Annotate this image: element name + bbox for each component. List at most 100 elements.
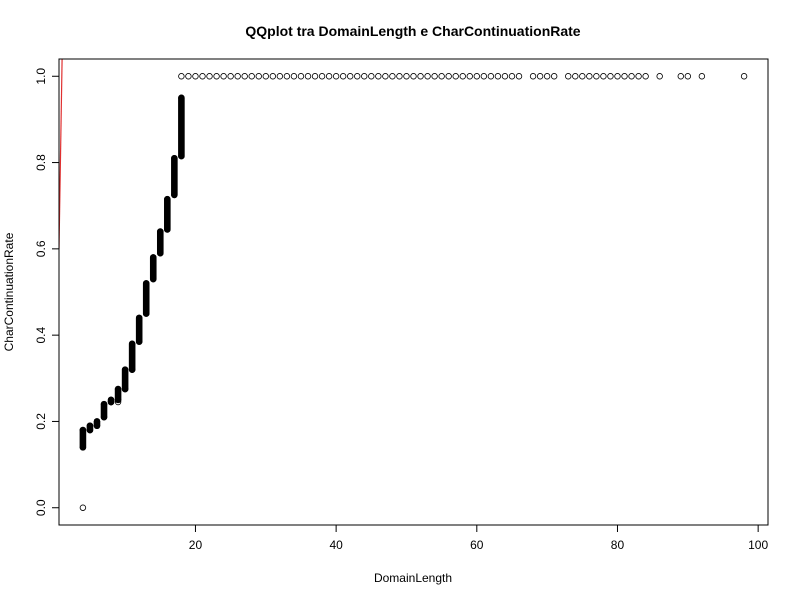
data-point (628, 73, 635, 80)
data-point (297, 73, 305, 80)
data-point (150, 254, 157, 261)
data-point (466, 73, 473, 80)
data-point (431, 73, 438, 80)
data-point (283, 73, 291, 80)
data-point (107, 396, 115, 404)
data-point (635, 73, 642, 80)
data-point (79, 426, 87, 434)
y-tick-label: 0.6 (34, 240, 48, 257)
data-point (86, 422, 94, 429)
data-point (572, 73, 579, 80)
data-point (424, 73, 431, 80)
data-point (79, 444, 87, 451)
data-point (241, 73, 248, 80)
point-stack (128, 340, 136, 373)
data-point (107, 398, 115, 406)
data-point (100, 413, 108, 421)
data-point (255, 73, 262, 80)
data-point (459, 73, 466, 80)
data-point (536, 73, 544, 80)
data-point (150, 275, 157, 283)
data-point (740, 73, 748, 80)
data-point (325, 73, 333, 80)
data-point (171, 155, 178, 162)
data-point (494, 73, 502, 80)
data-point (199, 73, 206, 80)
data-point (164, 226, 171, 233)
data-point (114, 385, 122, 393)
data-point (656, 73, 663, 80)
point-stack (114, 385, 122, 404)
data-point (157, 249, 164, 257)
point-stack (100, 400, 108, 421)
point-stack (164, 195, 171, 233)
data-point (213, 73, 220, 80)
x-tick-label: 20 (189, 538, 203, 552)
data-point (508, 73, 516, 80)
data-point (143, 310, 150, 317)
data-point (529, 73, 537, 80)
data-point (698, 73, 706, 80)
data-point (361, 73, 368, 80)
data-point (121, 385, 129, 393)
data-point (178, 152, 185, 160)
data-point (100, 400, 108, 408)
data-point (445, 73, 452, 80)
data-point (128, 366, 136, 373)
data-point (135, 314, 143, 322)
point-stack (156, 228, 164, 257)
data-point (185, 73, 192, 80)
data-point (543, 73, 551, 80)
data-point (86, 426, 94, 434)
y-tick-label: 0.0 (34, 499, 48, 516)
data-point (607, 73, 614, 80)
data-point (311, 73, 319, 80)
data-point (114, 396, 122, 404)
data-point (234, 73, 241, 80)
x-tick-label: 80 (611, 538, 625, 552)
point-stack (86, 422, 94, 434)
x-axis-label: DomainLength (374, 571, 452, 585)
points-layer (79, 73, 748, 511)
data-point (269, 73, 277, 80)
data-point (579, 73, 586, 80)
y-tick-label: 0.8 (34, 154, 48, 171)
data-point (178, 94, 185, 102)
data-point (318, 73, 326, 80)
x-axis: 20 40 60 80 100 (189, 524, 768, 552)
point-stack (121, 366, 129, 393)
chart-title: QQplot tra DomainLength e CharContinuati… (245, 23, 580, 39)
data-point (114, 398, 122, 406)
data-point (143, 280, 150, 287)
data-point (614, 73, 621, 80)
data-point (354, 73, 361, 80)
y-tick-label: 0.2 (34, 413, 48, 430)
data-point (438, 73, 445, 80)
data-point (227, 73, 234, 80)
data-point (550, 73, 558, 80)
point-stack (79, 426, 87, 451)
data-point (396, 73, 403, 80)
data-point (382, 73, 389, 80)
data-point (206, 73, 213, 80)
point-stack (178, 94, 185, 160)
data-point (332, 73, 340, 80)
y-axis-label: CharContinuationRate (2, 232, 16, 351)
data-point (621, 73, 628, 80)
data-point (515, 73, 523, 80)
data-point (248, 73, 255, 80)
data-point (684, 73, 692, 80)
y-tick-label: 1.0 (34, 68, 48, 85)
data-point (157, 228, 164, 235)
data-point (128, 340, 136, 347)
data-point (164, 196, 171, 203)
data-point (79, 504, 87, 511)
y-axis: 0.0 0.2 0.4 0.6 0.8 1.0 (34, 68, 60, 516)
data-point (171, 191, 178, 199)
point-stack (149, 254, 157, 283)
data-point (368, 73, 375, 80)
point-stack (142, 280, 150, 317)
data-point (452, 73, 459, 80)
data-point (501, 73, 509, 80)
